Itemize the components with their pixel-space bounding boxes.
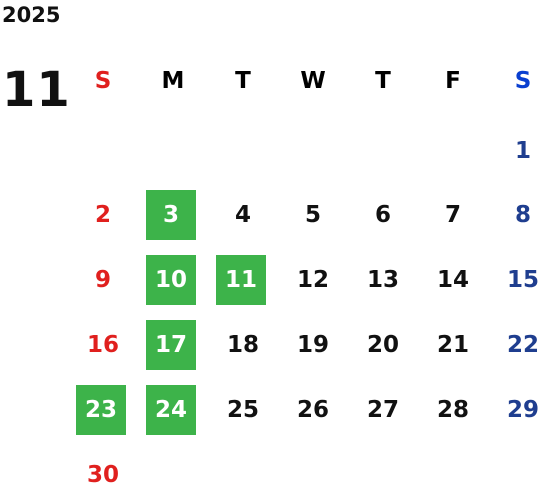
weekday-header-thu: T [375,68,391,94]
day-cell[interactable]: 30 [86,462,119,488]
day-cell[interactable]: 26 [296,397,329,423]
day-cell[interactable]: 27 [366,397,399,423]
day-cell[interactable]: 25 [226,397,259,423]
day-cell-highlighted[interactable]: 17 [146,320,196,370]
day-cell-highlighted[interactable]: 24 [146,385,196,435]
day-cell[interactable]: 7 [444,202,461,228]
day-cell[interactable]: 9 [94,267,111,293]
weekday-header-sat: S [514,68,532,94]
day-cell[interactable]: 12 [296,267,329,293]
day-cell[interactable]: 1 [514,138,531,164]
weekday-header-fri: F [445,68,461,94]
day-cell[interactable]: 22 [506,332,539,358]
year-label: 2025 [2,3,61,27]
day-cell[interactable]: 8 [514,202,531,228]
day-cell-highlighted[interactable]: 11 [216,255,266,305]
weekday-header-wed: W [300,68,326,94]
weekday-header-mon: M [161,68,185,94]
day-cell[interactable]: 28 [436,397,469,423]
day-cell[interactable]: 21 [436,332,469,358]
day-cell[interactable]: 6 [374,202,391,228]
day-cell-highlighted[interactable]: 3 [146,190,196,240]
day-cell[interactable]: 29 [506,397,539,423]
day-cell[interactable]: 16 [86,332,119,358]
day-cell-highlighted[interactable]: 10 [146,255,196,305]
day-cell[interactable]: 18 [226,332,259,358]
day-cell[interactable]: 19 [296,332,329,358]
day-cell-highlighted[interactable]: 23 [76,385,126,435]
day-cell[interactable]: 14 [436,267,469,293]
day-cell[interactable]: 13 [366,267,399,293]
weekday-header-sun: S [94,68,112,94]
day-cell[interactable]: 4 [234,202,251,228]
day-cell[interactable]: 15 [506,267,539,293]
day-cell[interactable]: 2 [94,202,111,228]
weekday-header-tue: T [235,68,251,94]
month-number: 11 [2,62,71,118]
day-cell[interactable]: 5 [304,202,321,228]
day-cell[interactable]: 20 [366,332,399,358]
